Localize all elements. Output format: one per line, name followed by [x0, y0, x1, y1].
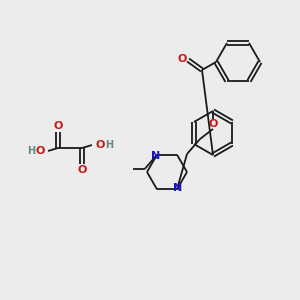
- Text: N: N: [173, 183, 183, 193]
- Text: O: O: [35, 146, 45, 156]
- Text: H: H: [105, 140, 113, 150]
- Text: N: N: [152, 151, 160, 161]
- Text: O: O: [77, 165, 87, 175]
- Text: O: O: [177, 54, 187, 64]
- Text: O: O: [95, 140, 105, 150]
- Text: H: H: [27, 146, 35, 156]
- Text: O: O: [208, 119, 218, 129]
- Text: O: O: [53, 121, 63, 131]
